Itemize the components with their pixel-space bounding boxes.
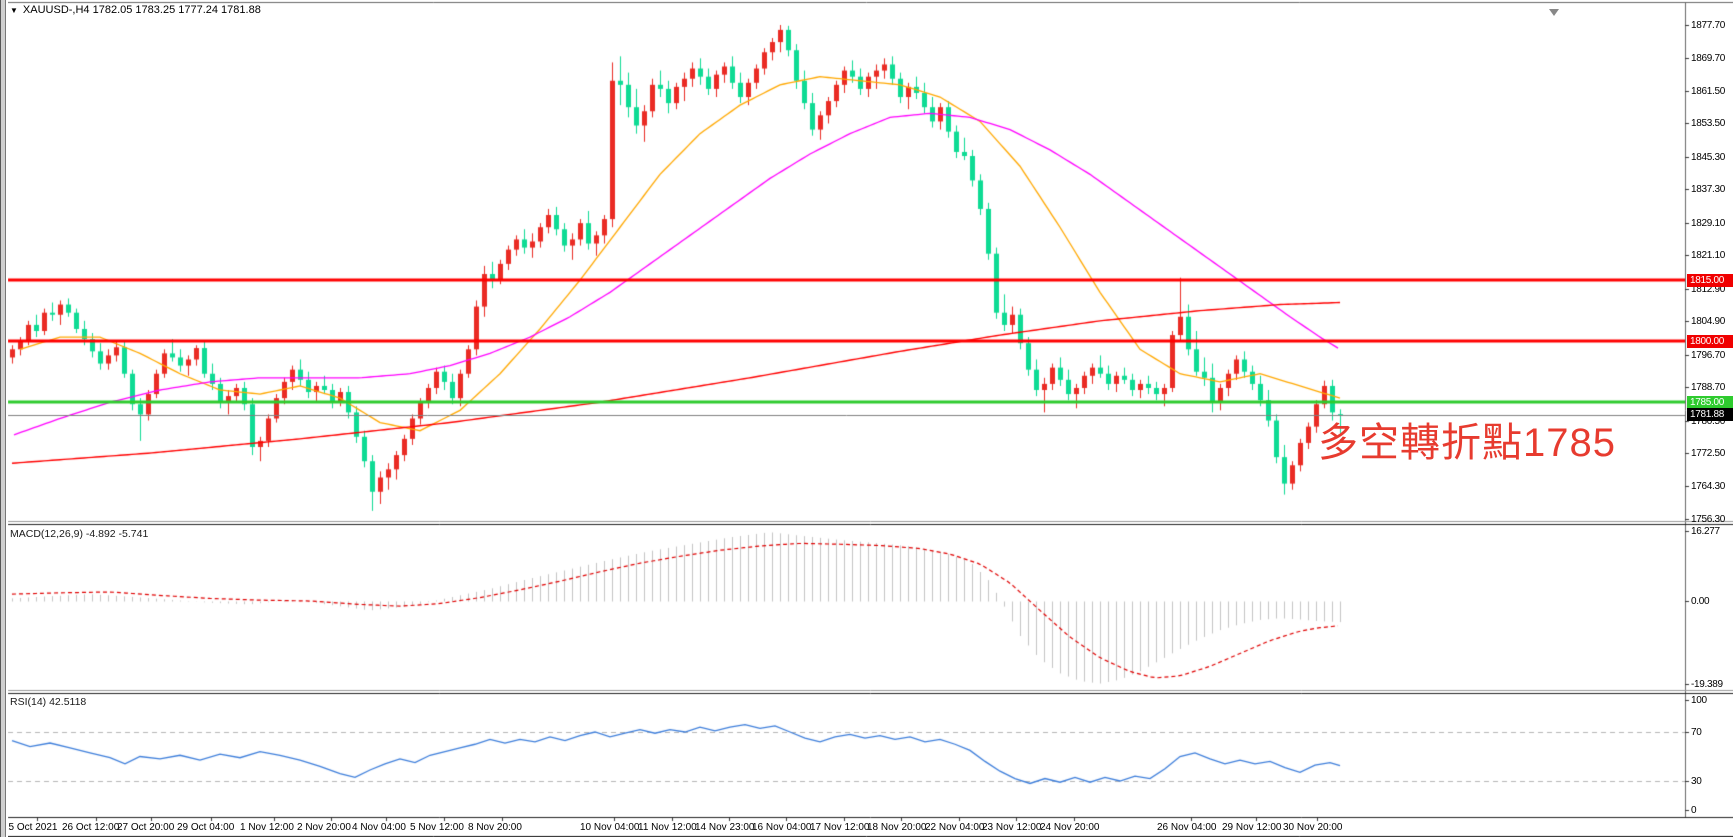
price-badge: 1781.88 xyxy=(1687,408,1733,422)
time-axis-label: 25 Oct 2021 xyxy=(3,822,58,833)
rsi-axis-label: 100 xyxy=(1691,695,1707,706)
macd-axis-label: 16.277 xyxy=(1691,526,1720,537)
time-axis-label: 22 Nov 04:00 xyxy=(925,822,985,833)
price-axis-label: 1877.70 xyxy=(1691,20,1726,31)
macd-axis-label: 0.00 xyxy=(1691,596,1710,607)
time-axis-label: 17 Nov 12:00 xyxy=(810,822,870,833)
rsi-indicator-label: RSI(14) 42.5118 xyxy=(10,696,87,708)
price-axis-label: 1756.30 xyxy=(1691,514,1726,525)
window-left-border xyxy=(0,0,8,837)
price-axis-label: 1772.50 xyxy=(1691,448,1726,460)
time-axis-label: 24 Nov 20:00 xyxy=(1040,822,1100,833)
dropdown-arrow-icon[interactable]: ▼ xyxy=(10,6,18,15)
price-axis-label: 1764.30 xyxy=(1691,481,1726,493)
time-axis-label: 4 Nov 04:00 xyxy=(352,822,406,833)
price-axis-label: 1861.50 xyxy=(1691,85,1726,97)
annotation-text[interactable]: 多空轉折點1785 xyxy=(1318,421,1616,465)
time-axis-label: 1 Nov 12:00 xyxy=(240,822,294,833)
time-axis-label: 26 Oct 12:00 xyxy=(62,822,120,833)
time-axis-label: 26 Nov 04:00 xyxy=(1157,822,1217,833)
time-axis-label: 11 Nov 12:00 xyxy=(638,822,697,833)
time-axis-label: 30 Nov 20:00 xyxy=(1283,822,1343,833)
price-axis-label: 1869.70 xyxy=(1691,52,1726,64)
time-axis-label: 16 Nov 04:00 xyxy=(752,822,812,833)
time-axis-label: 5 Nov 12:00 xyxy=(410,822,464,833)
price-axis-label: 1788.70 xyxy=(1691,382,1726,394)
chart-shift-marker-icon[interactable] xyxy=(1549,9,1559,16)
chart-title: ▼ XAUUSD-,H4 1782.05 1783.25 1777.24 1781… xyxy=(10,4,261,16)
price-axis-label: 1845.30 xyxy=(1691,151,1726,163)
time-axis-label: 14 Nov 23:00 xyxy=(695,822,755,833)
price-badge: 1785.00 xyxy=(1687,395,1733,409)
time-axis-label: 18 Nov 20:00 xyxy=(867,822,927,833)
symbol-ohlc-text: XAUUSD-,H4 1782.05 1783.25 1777.24 1781.… xyxy=(22,4,261,16)
time-axis-label: 29 Oct 04:00 xyxy=(177,822,235,833)
rsi-axis-label: 70 xyxy=(1691,727,1702,738)
price-axis-label: 1853.50 xyxy=(1691,118,1726,130)
time-axis-label: 8 Nov 20:00 xyxy=(468,822,522,833)
time-axis-label: 29 Nov 12:00 xyxy=(1222,822,1282,833)
price-axis-label: 1837.30 xyxy=(1691,184,1726,196)
price-axis-label: 1796.70 xyxy=(1691,349,1726,361)
price-badge: 1800.00 xyxy=(1687,334,1733,348)
price-axis-label: 1821.10 xyxy=(1691,250,1726,262)
time-axis-label: 27 Oct 20:00 xyxy=(117,822,175,833)
rsi-axis-label: 30 xyxy=(1691,776,1702,787)
price-axis-label: 1812.90 xyxy=(1691,283,1726,295)
time-axis-label: 23 Nov 12:00 xyxy=(982,822,1042,833)
price-badge: 1815.00 xyxy=(1687,273,1733,287)
time-axis-label: 2 Nov 20:00 xyxy=(297,822,351,833)
macd-indicator-label: MACD(12,26,9) -4.892 -5.741 xyxy=(10,528,149,540)
macd-axis-label: -19.389 xyxy=(1691,679,1723,691)
price-axis-label: 1829.10 xyxy=(1691,217,1726,229)
rsi-axis-label: 0 xyxy=(1691,805,1697,816)
time-axis-label: 10 Nov 04:00 xyxy=(580,822,640,833)
price-axis-label: 1804.90 xyxy=(1691,316,1726,328)
